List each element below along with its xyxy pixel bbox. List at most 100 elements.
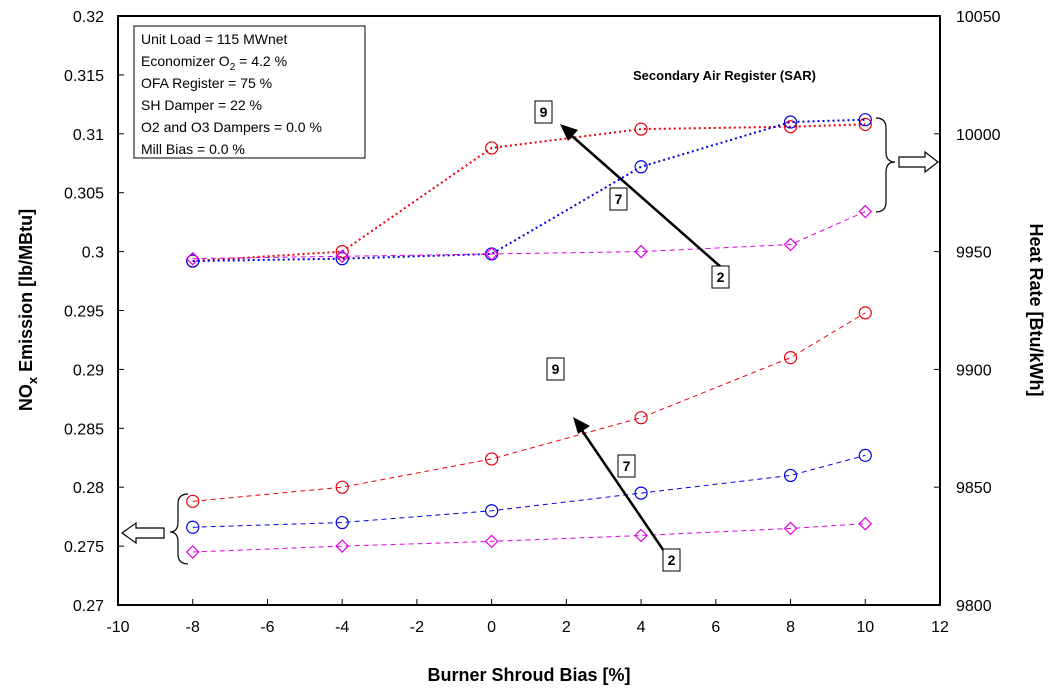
lower-label-2: 2 bbox=[668, 552, 676, 568]
note-line-1: Unit Load = 115 MWnet bbox=[141, 31, 288, 47]
note-line-2: Economizer O2 = 4.2 % bbox=[141, 53, 287, 73]
upper-label-9-box bbox=[534, 100, 553, 124]
right-tick-label: 9950 bbox=[956, 245, 992, 262]
nox-point bbox=[485, 504, 499, 518]
nox-point bbox=[186, 494, 200, 508]
nox-point bbox=[858, 516, 873, 531]
heat-rate-point bbox=[335, 249, 350, 264]
left-tick-label: 0.3 bbox=[82, 245, 104, 262]
x-tick-label: -2 bbox=[410, 619, 424, 636]
nox-point bbox=[783, 521, 798, 536]
upper-label-9: 9 bbox=[540, 104, 548, 120]
lower-label-9-box bbox=[546, 357, 565, 381]
x-tick-label: 12 bbox=[931, 619, 949, 636]
x-axis: -10 -8 -6 -4 -2 0 2 4 6 8 10 12 bbox=[106, 599, 949, 636]
heat-rate-point bbox=[185, 251, 200, 266]
heat-rate-point bbox=[783, 115, 798, 129]
nox-point bbox=[783, 468, 798, 483]
nox-series-line-1 bbox=[192, 312, 866, 502]
note-line-4: SH Damper = 22 % bbox=[141, 97, 262, 113]
left-tick-label: 0.305 bbox=[64, 186, 104, 203]
right-axis: 9800 9850 9900 9950 10000 10050 bbox=[934, 9, 1001, 615]
upper-arrow: 9 7 2 bbox=[534, 100, 730, 289]
heat-rate-point bbox=[858, 117, 872, 131]
note-line-5: O2 and O3 Dampers = 0.0 % bbox=[141, 119, 322, 135]
lower-arrow-head bbox=[573, 417, 590, 434]
lower-label-2-box bbox=[662, 548, 681, 572]
x-tick-label: -4 bbox=[335, 619, 349, 636]
upper-label-7: 7 bbox=[615, 191, 623, 207]
x-tick-label: 0 bbox=[487, 619, 496, 636]
x-tick-label: 8 bbox=[786, 619, 795, 636]
upper-arrow-line bbox=[571, 135, 723, 269]
left-axis: 0.27 0.275 0.28 0.285 0.29 0.295 0.3 0.305 0.31 0… bbox=[64, 9, 124, 615]
x-tick-label: 2 bbox=[562, 619, 571, 636]
annotation-box: Unit Load = 115 MWnet Economizer O2 = 4.… bbox=[133, 25, 366, 159]
right-tick-label: 9850 bbox=[956, 480, 992, 497]
right-tick-label: 9900 bbox=[956, 362, 992, 379]
heat-rate-series-line-2 bbox=[192, 118, 866, 263]
right-axis-indicator bbox=[875, 117, 939, 213]
left-tick-label: 0.28 bbox=[73, 480, 104, 497]
left-axis-title: NOx Emission [lb/MBtu] bbox=[16, 209, 40, 411]
heat-rate-point bbox=[484, 247, 499, 261]
heat-rate-point bbox=[634, 244, 648, 259]
left-tick-label: 0.295 bbox=[64, 304, 104, 321]
left-tick-label: 0.315 bbox=[64, 68, 104, 85]
nox-point bbox=[335, 480, 349, 494]
lower-arrow: 9 7 2 bbox=[546, 357, 681, 572]
heat-rate-point bbox=[634, 160, 648, 174]
lower-label-7-box bbox=[617, 454, 636, 478]
heat-rate-point bbox=[858, 204, 873, 219]
x-tick-label: 4 bbox=[637, 619, 646, 636]
right-axis-title: Heat Rate [Btu/kWh] bbox=[1026, 223, 1046, 396]
left-tick-label: 0.31 bbox=[73, 127, 104, 144]
nox-point bbox=[485, 452, 499, 466]
heat-rate-point bbox=[335, 252, 349, 266]
right-pointer-arrow-icon bbox=[898, 150, 939, 174]
upper-label-2: 2 bbox=[717, 269, 725, 285]
right-tick-label: 10050 bbox=[956, 9, 1001, 26]
note-line-3: OFA Register = 75 % bbox=[141, 75, 272, 91]
upper-arrow-head bbox=[560, 124, 578, 141]
right-tick-label: 9800 bbox=[956, 598, 992, 615]
lower-label-9: 9 bbox=[552, 361, 560, 377]
x-tick-label: -10 bbox=[106, 619, 129, 636]
heat-rate-series-line-1 bbox=[192, 123, 866, 263]
nox-point bbox=[634, 528, 648, 543]
right-tick-label: 10000 bbox=[956, 127, 1001, 144]
nox-series-line-2 bbox=[192, 454, 866, 528]
note-line-6: Mill Bias = 0.0 % bbox=[141, 141, 245, 157]
right-brace bbox=[875, 117, 896, 213]
nox-point bbox=[783, 351, 798, 365]
left-axis-indicator bbox=[120, 493, 189, 565]
nox-point bbox=[634, 486, 648, 500]
left-tick-label: 0.29 bbox=[73, 362, 104, 379]
nox-point bbox=[335, 515, 349, 530]
nox-point bbox=[484, 534, 499, 549]
left-tick-label: 0.275 bbox=[64, 539, 104, 556]
heat-rate-series-line-3 bbox=[192, 211, 866, 260]
sar-label: Secondary Air Register (SAR) bbox=[633, 68, 816, 83]
x-tick-label: -8 bbox=[186, 619, 200, 636]
x-tick-label: 10 bbox=[856, 619, 874, 636]
left-brace bbox=[169, 493, 189, 565]
x-axis-title: Burner Shroud Bias [%] bbox=[427, 665, 630, 685]
left-tick-label: 0.32 bbox=[73, 9, 104, 26]
heat-rate-point bbox=[783, 120, 798, 134]
lower-label-7: 7 bbox=[623, 458, 631, 474]
nox-point bbox=[185, 545, 200, 559]
nox-point bbox=[858, 306, 872, 320]
heat-rate-point bbox=[485, 141, 499, 155]
upper-label-7-box bbox=[609, 187, 628, 211]
series-layer bbox=[185, 113, 873, 559]
x-tick-label: 6 bbox=[711, 619, 720, 636]
nox-point bbox=[858, 448, 872, 462]
nox-point bbox=[186, 520, 200, 534]
nox-series-line-3 bbox=[192, 523, 866, 553]
nox-point bbox=[634, 411, 648, 425]
left-tick-label: 0.285 bbox=[64, 421, 104, 438]
heat-rate-point bbox=[783, 237, 798, 252]
lower-arrow-line bbox=[579, 428, 670, 558]
heat-rate-point bbox=[858, 113, 872, 127]
